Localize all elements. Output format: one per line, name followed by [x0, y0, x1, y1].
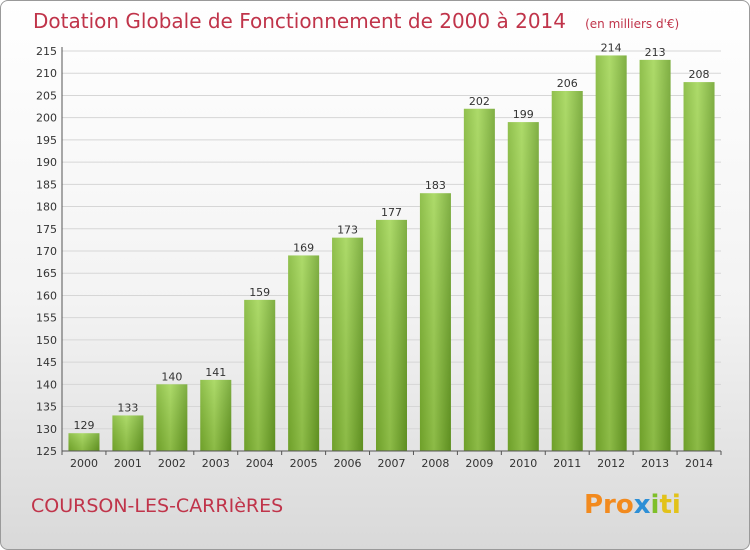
bar-shade [288, 255, 320, 451]
bar-shade [551, 91, 583, 451]
x-tick-label: 2012 [597, 457, 625, 470]
y-tick-label: 180 [36, 201, 57, 214]
x-tick-label: 2004 [246, 457, 274, 470]
logo-part-3: i [650, 490, 660, 520]
bar-value-label: 208 [689, 68, 710, 81]
x-tick-label: 2010 [509, 457, 537, 470]
x-tick-label: 2000 [70, 457, 98, 470]
proxiti-logo: Proxiti [584, 490, 681, 520]
y-tick-label: 135 [36, 401, 57, 414]
bar-value-label: 206 [557, 77, 578, 90]
bar-shade [683, 82, 715, 451]
y-tick-label: 145 [36, 356, 57, 369]
logo-part-2: x [633, 490, 651, 520]
x-tick-label: 2003 [202, 457, 230, 470]
y-tick-label: 210 [36, 67, 57, 80]
y-tick-label: 215 [36, 45, 57, 58]
bar-shade [507, 122, 539, 451]
y-tick-label: 170 [36, 245, 57, 258]
bar-shade [112, 415, 144, 451]
bar-value-label: 140 [161, 370, 182, 383]
y-tick-label: 200 [36, 112, 57, 125]
axes: 125 130 135 140 145 150 155 160 165 170 175 180 185 1… [36, 45, 722, 470]
bar-shade [156, 384, 188, 451]
logo-part-4: ti [659, 490, 681, 520]
bar-shade [68, 433, 100, 451]
x-tick-label: 2006 [334, 457, 362, 470]
bar-shade [244, 299, 276, 451]
bar-value-label: 213 [645, 46, 666, 59]
y-tick-label: 140 [36, 378, 57, 391]
bar-value-label: 133 [117, 401, 138, 414]
y-tick-label: 130 [36, 423, 57, 436]
bar-value-label: 183 [425, 179, 446, 192]
y-tick-label: 160 [36, 289, 57, 302]
y-tick-label: 190 [36, 156, 57, 169]
commune-name: COURSON-LES-CARRIèRES [31, 495, 284, 517]
bar-value-label: 214 [601, 41, 622, 54]
x-tick-label: 2008 [421, 457, 449, 470]
bar-value-label: 159 [249, 286, 270, 299]
y-tick-label: 185 [36, 178, 57, 191]
y-tick-label: 175 [36, 223, 57, 236]
bar-value-label: 199 [513, 108, 534, 121]
chart-title: Dotation Globale de Fonctionnement de 20… [33, 9, 566, 33]
x-tick-label: 2013 [641, 457, 669, 470]
bar-shade [463, 108, 495, 452]
bar-value-label: 141 [205, 366, 226, 379]
bar-value-label: 202 [469, 95, 490, 108]
y-tick-label: 205 [36, 89, 57, 102]
y-tick-label: 125 [36, 445, 57, 458]
bar-value-label: 169 [293, 241, 314, 254]
logo-part-1: Pro [584, 490, 634, 520]
x-tick-label: 2009 [465, 457, 493, 470]
x-tick-label: 2014 [685, 457, 713, 470]
bar-shade [332, 237, 364, 451]
bar-value-label: 177 [381, 206, 402, 219]
y-tick-label: 195 [36, 134, 57, 147]
chart-title-block: Dotation Globale de Fonctionnement de 20… [33, 9, 679, 33]
y-tick-label: 155 [36, 312, 57, 325]
x-tick-label: 2002 [158, 457, 186, 470]
x-tick-label: 2005 [290, 457, 318, 470]
bar-value-label: 129 [73, 419, 94, 432]
y-tick-label: 150 [36, 334, 57, 347]
bar-shade [419, 193, 451, 451]
bar-shade [595, 55, 627, 451]
chart-subtitle: (en milliers d'€) [585, 17, 680, 31]
x-tick-label: 2001 [114, 457, 142, 470]
x-tick-label: 2011 [553, 457, 581, 470]
bar-value-label: 173 [337, 224, 358, 237]
bars: 129 133 140 141 159 169 173 177 183 202 199 206 214 2… [68, 41, 715, 452]
bar-shade [200, 379, 232, 451]
bar-shade [639, 59, 671, 452]
bar-shade [376, 219, 407, 451]
x-tick-label: 2007 [378, 457, 406, 470]
y-tick-label: 165 [36, 267, 57, 280]
